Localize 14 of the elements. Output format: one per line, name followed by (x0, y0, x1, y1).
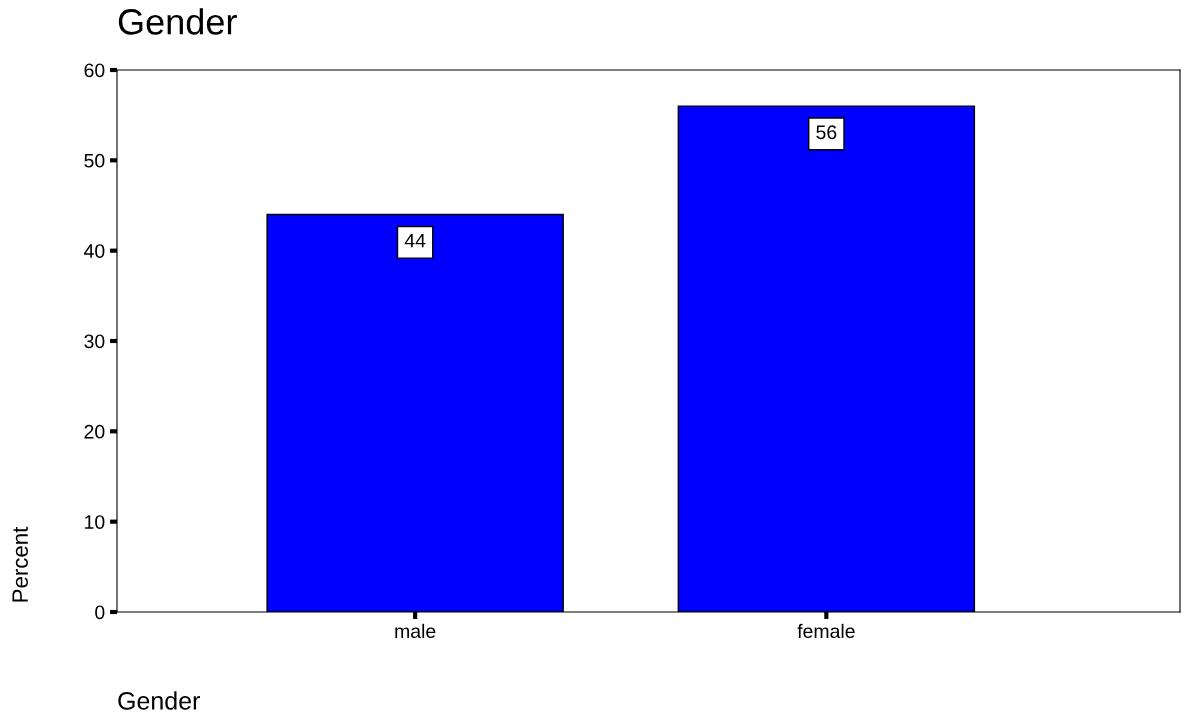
data-label: 44 (404, 233, 426, 248)
x-tick-label: male (395, 623, 436, 639)
y-tick-label: 30 (84, 334, 105, 349)
chart-title: Gender (118, 8, 237, 35)
y-tick-label: 20 (84, 424, 105, 439)
y-tick-label: 60 (84, 63, 105, 78)
x-axis-title: Gender (118, 691, 200, 710)
y-axis-title: Percent (12, 526, 28, 602)
y-tick-label: 40 (84, 244, 105, 258)
y-tick-label: 50 (84, 153, 105, 168)
y-tick-label: 10 (85, 515, 105, 529)
x-tick-label: female (797, 623, 855, 639)
data-label: 56 (816, 125, 837, 140)
y-tick-label: 0 (95, 605, 105, 620)
